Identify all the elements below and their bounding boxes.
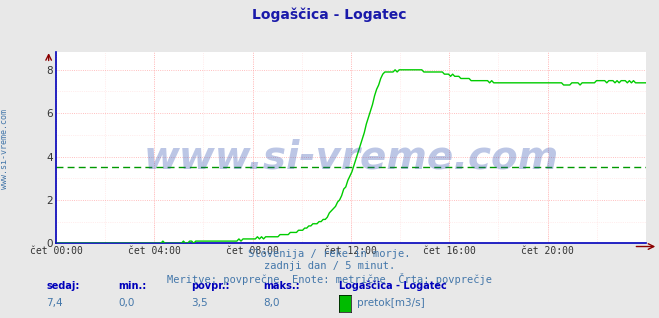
Text: zadnji dan / 5 minut.: zadnji dan / 5 minut. [264,261,395,271]
Text: Logaščica - Logatec: Logaščica - Logatec [339,280,447,291]
Text: www.si-vreme.com: www.si-vreme.com [0,109,9,190]
Text: Logaščica - Logatec: Logaščica - Logatec [252,8,407,23]
Text: www.si-vreme.com: www.si-vreme.com [143,138,559,176]
Text: pretok[m3/s]: pretok[m3/s] [357,299,424,308]
Text: 8,0: 8,0 [264,299,280,308]
Text: 0,0: 0,0 [119,299,135,308]
Text: Slovenija / reke in morje.: Slovenija / reke in morje. [248,249,411,259]
Text: povpr.:: povpr.: [191,281,229,291]
Text: 7,4: 7,4 [46,299,63,308]
Text: Meritve: povprečne  Enote: metrične  Črta: povprečje: Meritve: povprečne Enote: metrične Črta:… [167,273,492,285]
Text: 3,5: 3,5 [191,299,208,308]
Text: min.:: min.: [119,281,147,291]
Text: sedaj:: sedaj: [46,281,80,291]
Text: maks.:: maks.: [264,281,301,291]
